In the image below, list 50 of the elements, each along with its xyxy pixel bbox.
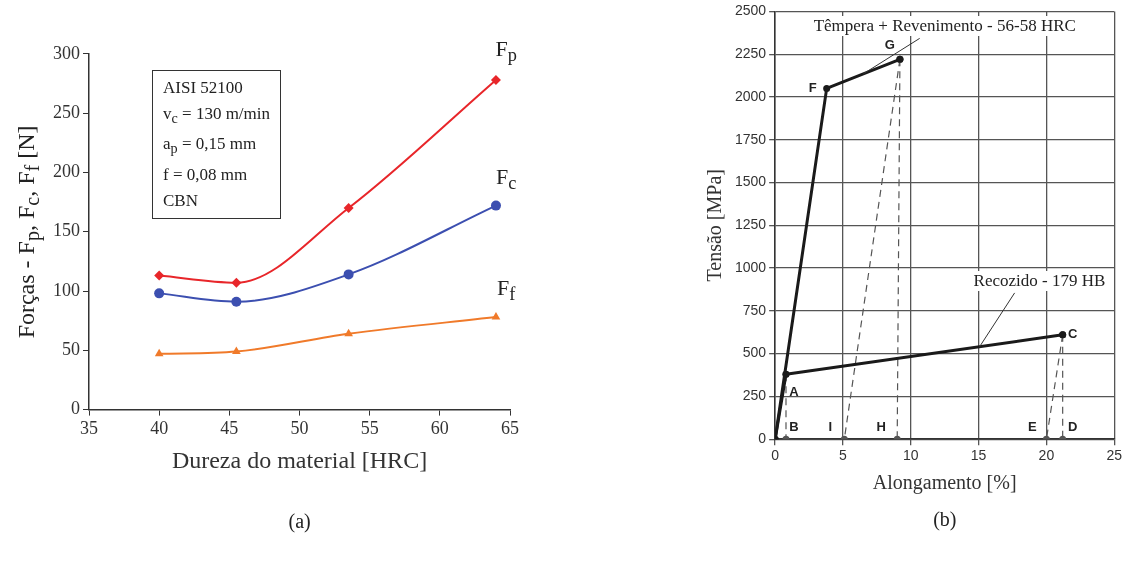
text: Recozido - 179 HB — [971, 270, 1108, 291]
annotation: C — [1067, 326, 1078, 342]
x-tick-label: 50 — [290, 418, 309, 439]
y-tick-label: 1000 — [734, 258, 767, 275]
annotation: G — [884, 36, 895, 52]
y-tick-label: 250 — [742, 387, 767, 404]
x-axis-title: Dureza do material [HRC] — [171, 446, 428, 473]
y-axis-title: Tensão [MPa] — [703, 169, 726, 282]
y-tick-label: 500 — [742, 344, 767, 361]
y-tick-label: 0 — [71, 398, 80, 419]
text: Têmpera + Revenimento - 56-58 HRC — [811, 16, 1078, 37]
y-tick-label: 2000 — [734, 87, 767, 104]
x-axis-title: Alongamento [%] — [872, 471, 1017, 495]
y-tick-label: 250 — [53, 101, 80, 122]
x-tick-label: 45 — [220, 418, 239, 439]
text: (a) — [288, 510, 311, 533]
annotation: A — [789, 383, 800, 399]
y-tick-label: 1250 — [734, 216, 767, 233]
annotation: D — [1067, 418, 1078, 434]
x-tick-label: 60 — [430, 418, 449, 439]
series-label: F$_{f}$ — [496, 275, 516, 306]
x-tick-label: 10 — [902, 447, 919, 464]
y-tick-label: 50 — [62, 339, 80, 360]
annotation: B — [789, 418, 799, 434]
y-tick-label: 750 — [742, 301, 767, 318]
y-tick-label: 200 — [53, 161, 80, 182]
annotation: H — [876, 418, 886, 434]
y-tick-label: 300 — [53, 42, 80, 63]
y-tick-label: 1750 — [734, 130, 767, 147]
x-tick-label: 15 — [970, 447, 987, 464]
y-tick-label: 1500 — [734, 173, 767, 190]
text: (b) — [933, 508, 957, 531]
x-tick-label: 0 — [771, 447, 780, 464]
y-tick-label: 150 — [53, 220, 80, 241]
text: AISI 52100 v$_{c}$ = 130 m/min a$_{p}$ = 0,15 mm f = 0,08 mm CBN — [163, 78, 271, 210]
x-tick-label: 25 — [1106, 447, 1123, 464]
annotation: E — [1028, 418, 1038, 434]
y-tick-label: 2250 — [734, 45, 767, 62]
y-tick-label: 100 — [53, 279, 80, 300]
x-tick-label: 55 — [360, 418, 379, 439]
x-tick-label: 35 — [80, 418, 98, 439]
annotation: F — [808, 79, 817, 95]
series-label: F$_{c}$ — [495, 163, 517, 194]
x-tick-label: 20 — [1038, 447, 1055, 464]
series-label: F$_{p}$ — [495, 35, 517, 67]
x-tick-label: 5 — [839, 447, 848, 464]
y-tick-label: 2500 — [734, 2, 767, 19]
x-tick-label: 40 — [150, 418, 169, 439]
annotation: I — [828, 418, 833, 434]
x-tick-label: 65 — [501, 418, 519, 439]
